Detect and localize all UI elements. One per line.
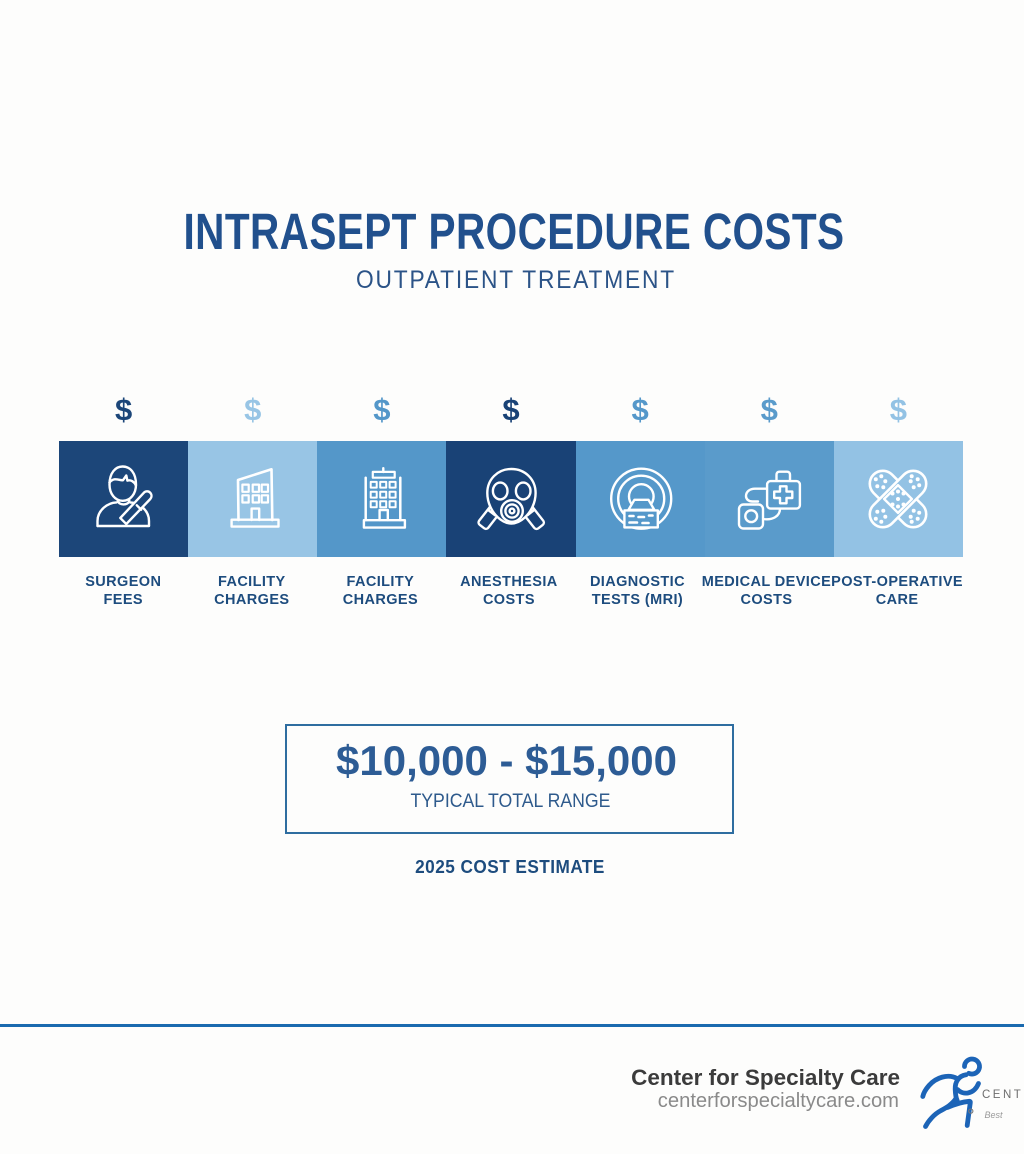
svg-text:CENT: CENT: [982, 1089, 1023, 1101]
svg-text:Best: Best: [985, 1110, 1004, 1120]
